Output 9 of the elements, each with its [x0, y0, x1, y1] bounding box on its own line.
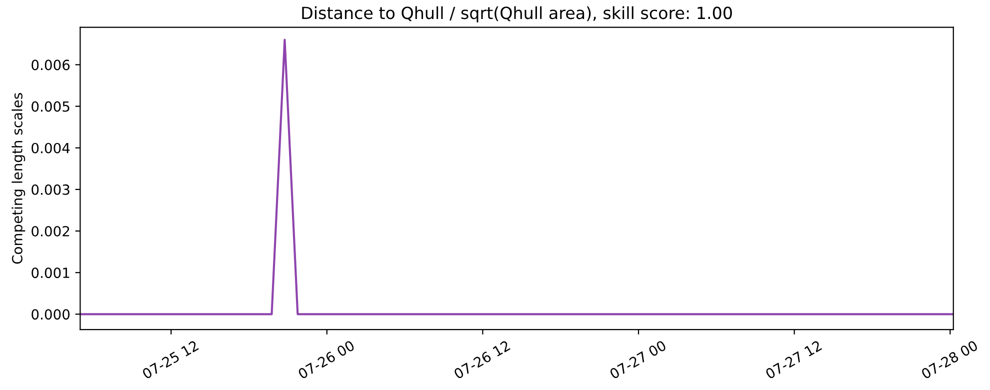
- y-tick-label: 0.000: [32, 309, 70, 320]
- y-tick-label: 0.001: [32, 268, 70, 278]
- y-tick-label: 0.003: [32, 184, 70, 195]
- y-axis-title: Competing length scales: [12, 93, 26, 264]
- y-tick-label: 0.004: [32, 142, 70, 154]
- y-tick-label: 0.006: [32, 60, 70, 70]
- y-tick-label: 0.002: [32, 226, 70, 236]
- chart-title: Distance to Qhull / sqrt(Qhull area), skill score: 1.00: [302, 6, 732, 22]
- y-tick-label: 0.005: [32, 101, 70, 112]
